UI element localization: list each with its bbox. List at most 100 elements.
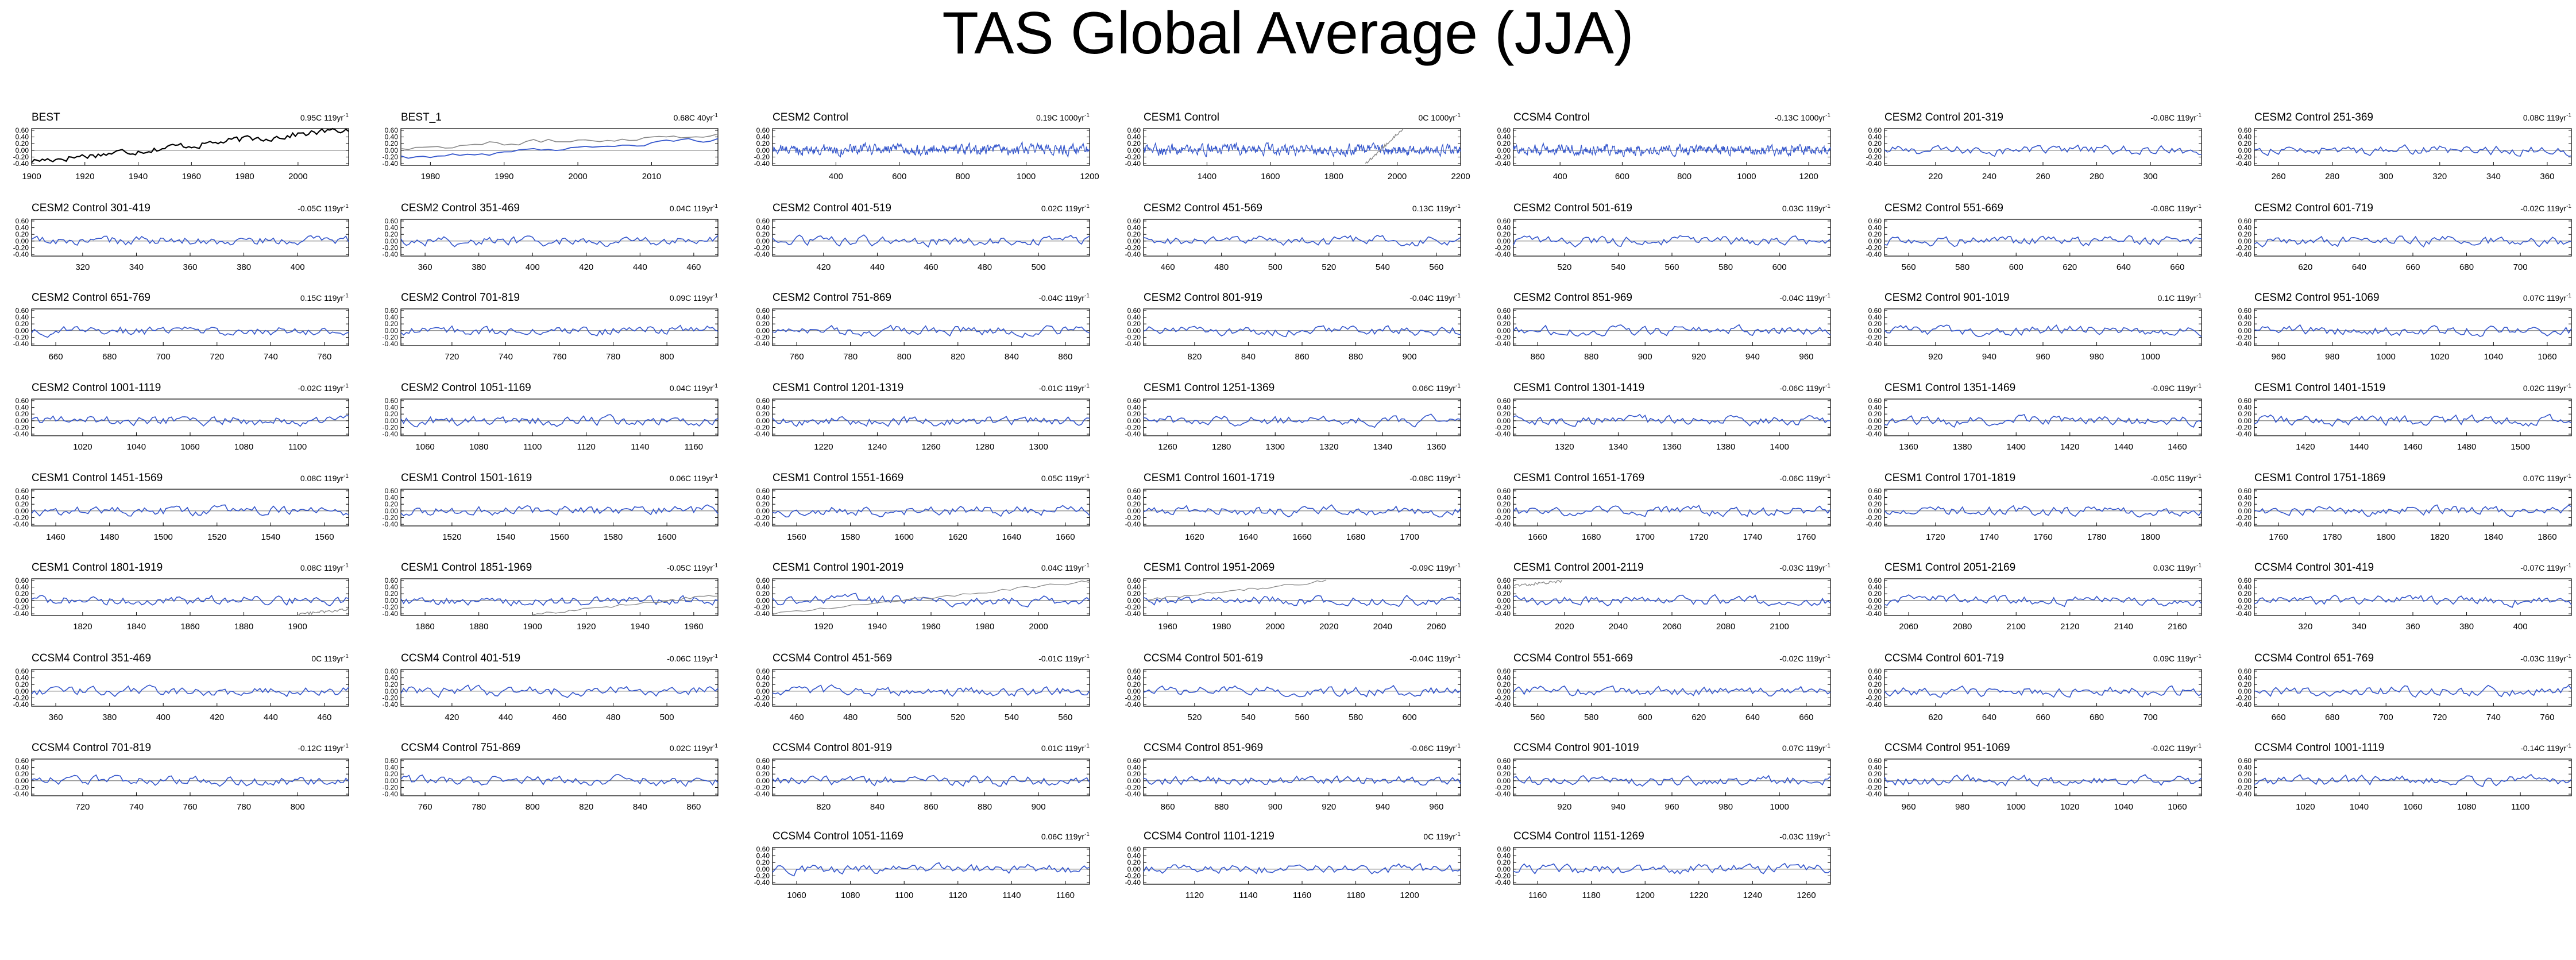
y-tick-label: 0.00: [16, 597, 29, 605]
y-tick-label: 0.60: [16, 397, 29, 405]
y-tick-label: 0.40: [756, 133, 770, 141]
x-tick-label: 1600: [1261, 172, 1280, 181]
x-tick-label: 1880: [234, 622, 253, 632]
y-tick-label: -0.40: [754, 430, 770, 438]
y-tick-label: 0.40: [16, 404, 29, 412]
y-tick-label: 0.40: [385, 674, 399, 682]
y-tick-label: 0.20: [756, 500, 770, 508]
series-line: [772, 593, 1090, 608]
x-tick-label: 1560: [550, 532, 569, 542]
x-tick-label: 920: [1691, 352, 1706, 362]
series-line: [1884, 505, 2202, 518]
x-tick-label: 1400: [1770, 442, 1789, 452]
y-tick-label: 0.00: [1127, 865, 1141, 873]
y-tick-label: -0.20: [754, 603, 770, 611]
y-tick-label: -0.20: [1495, 872, 1511, 880]
panel-frame: [400, 489, 719, 527]
x-tick-label: 700: [156, 352, 171, 362]
y-tick-label: 0.60: [1127, 217, 1141, 225]
y-tick-label: -0.20: [1495, 243, 1511, 251]
panel-frame: [772, 489, 1090, 527]
panel-trend: -0.06C 119yr-1: [1409, 743, 1461, 753]
y-tick-label: 0.60: [1868, 307, 1882, 315]
x-tick-label: 1000: [2007, 802, 2026, 812]
x-tick-label: 220: [1928, 172, 1942, 181]
y-tick-label: 0.40: [1127, 674, 1141, 682]
y-tick-label: 0.40: [1497, 133, 1511, 141]
x-tick-label: 1080: [841, 891, 860, 900]
panel-title: CCSM4 Control 401-519: [401, 652, 520, 664]
panel-title: CESM1 Control: [1144, 111, 1219, 123]
panel-title: CESM1 Control 2051-2169: [1884, 562, 2015, 574]
panel-title: CESM2 Control 351-469: [401, 202, 520, 214]
y-tick-label: 0.00: [756, 507, 770, 515]
x-tick-label: 620: [2298, 262, 2312, 272]
x-tick-label: 1120: [1185, 891, 1204, 900]
y-tick-label: 0.60: [1497, 667, 1511, 675]
y-tick-label: 0.60: [385, 217, 399, 225]
y-tick-label: -0.40: [1125, 610, 1141, 618]
x-tick-label: 400: [829, 172, 843, 181]
y-tick-label: 0.40: [1497, 404, 1511, 412]
y-tick-label: 0.40: [1497, 313, 1511, 322]
x-tick-label: 1740: [1980, 532, 1999, 542]
y-tick-label: 0.60: [16, 757, 29, 765]
chart-panel: CESM2 Control 901-1019 0.1C 119yr-1 -0.40-…: [1866, 292, 2202, 362]
y-tick-label: 0.00: [1127, 146, 1141, 154]
y-tick-label: 0.40: [1127, 404, 1141, 412]
panel-trend: 0.07C 119yr-1: [1782, 743, 1831, 753]
x-tick-label: 1980: [421, 172, 440, 181]
x-tick-label: 480: [978, 262, 992, 272]
y-tick-label: 0.20: [16, 680, 29, 688]
y-tick-label: -0.40: [383, 160, 399, 168]
y-tick-label: -0.40: [754, 700, 770, 709]
x-tick-label: 820: [951, 352, 965, 362]
series-line: [31, 127, 349, 163]
y-tick-label: 0.60: [16, 667, 29, 675]
series-line: [2254, 235, 2572, 248]
panel-title: CESM2 Control 501-619: [1513, 202, 1632, 214]
panel-title: CESM2 Control 651-769: [32, 292, 150, 304]
y-tick-label: 0.00: [756, 687, 770, 695]
x-tick-label: 540: [1611, 262, 1625, 272]
x-tick-label: 600: [2009, 262, 2023, 272]
y-tick-label: 0.00: [1497, 417, 1511, 425]
y-tick-label: -0.40: [1125, 430, 1141, 438]
x-tick-label: 560: [1295, 713, 1309, 722]
y-tick-label: 0.00: [1127, 327, 1141, 335]
x-tick-label: 480: [1214, 262, 1229, 272]
x-tick-label: 920: [1557, 802, 1571, 812]
x-tick-label: 1260: [921, 442, 940, 452]
x-tick-label: 1400: [2007, 442, 2026, 452]
y-tick-label: 0.00: [385, 237, 399, 245]
y-tick-label: 0.60: [2238, 217, 2252, 225]
y-tick-label: -0.40: [1495, 430, 1511, 438]
panel-title: CESM1 Control 1451-1569: [32, 472, 163, 484]
y-tick-label: -0.20: [1125, 153, 1141, 161]
x-tick-label: 2000: [1029, 622, 1048, 632]
y-tick-label: 0.60: [1868, 757, 1882, 765]
series-line: [1143, 594, 1461, 607]
x-tick-label: 2120: [2060, 622, 2079, 632]
x-tick-label: 860: [1058, 352, 1072, 362]
x-tick-label: 620: [2063, 262, 2077, 272]
y-tick-label: 0.00: [2238, 327, 2252, 335]
panel-frame: [1513, 398, 1831, 436]
series-line: [1143, 862, 1461, 874]
panel-title: CESM1 Control 1351-1469: [1884, 382, 2015, 394]
y-tick-label: -0.40: [1125, 250, 1141, 258]
y-tick-label: 0.40: [1868, 224, 1882, 232]
x-tick-label: 980: [1955, 802, 1969, 812]
y-tick-label: -0.40: [2236, 700, 2252, 709]
y-tick-label: 0.20: [1127, 140, 1141, 148]
series-line: [1884, 594, 2202, 607]
series-line: [31, 774, 349, 787]
panel-trend: 0.04C 119yr-1: [1041, 563, 1090, 572]
y-tick-label: 0.60: [1497, 307, 1511, 315]
y-tick-label: 0.20: [385, 500, 399, 508]
series-line: [1513, 235, 1831, 248]
x-tick-label: 760: [183, 802, 197, 812]
x-tick-label: 860: [924, 802, 938, 812]
panel-trend: -0.06C 119yr-1: [667, 653, 718, 663]
y-tick-label: -0.40: [1495, 520, 1511, 528]
